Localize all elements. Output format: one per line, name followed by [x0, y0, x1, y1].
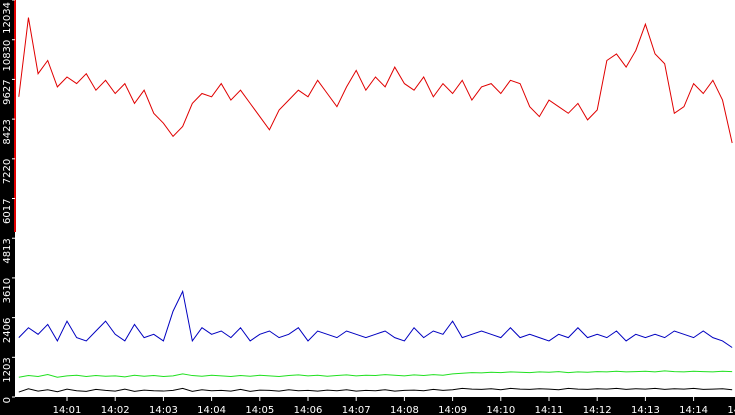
- y-tick-label: 12034: [2, 2, 13, 34]
- y-tick-label: 2406: [2, 318, 13, 343]
- x-tick-label: 14:02: [101, 405, 130, 415]
- y-tick-label: 3610: [2, 278, 13, 303]
- line: [18, 370, 733, 378]
- y-tick-label: 8423: [2, 119, 13, 144]
- x-tick-label: 14:10: [486, 405, 515, 415]
- y-tick-label: 0: [2, 397, 13, 403]
- x-tick-label: 14:07: [342, 405, 371, 415]
- y-tick-label: 6017: [2, 199, 13, 224]
- axis-marker: [14, 0, 16, 232]
- x-axis-strip: [15, 397, 735, 415]
- x-tick-label: 14:06: [294, 405, 323, 415]
- y-tick-label: 4813: [2, 238, 13, 263]
- x-tick-label: 14:01: [53, 405, 82, 415]
- line: [18, 17, 733, 144]
- line: [18, 289, 733, 348]
- x-tick-label: 14:03: [149, 405, 178, 415]
- y-tick-label: 7220: [2, 159, 13, 184]
- x-tick-label: 14:13: [631, 405, 660, 415]
- line: [18, 387, 733, 393]
- x-tick-label: 14:05: [245, 405, 274, 415]
- x-tick-label: 14:14: [679, 405, 708, 415]
- y-tick-label: 9627: [2, 79, 13, 104]
- y-tick-label: 1203: [2, 357, 13, 382]
- x-tick-label: 14:12: [583, 405, 612, 415]
- x-tick-label: 14:11: [535, 405, 564, 415]
- x-tick-label: 14:08: [390, 405, 419, 415]
- y-tick-label: 10830: [2, 40, 13, 72]
- x-tick-label: 14:15: [727, 405, 735, 415]
- x-tick-label: 14:04: [197, 405, 226, 415]
- y-axis-strip: [0, 0, 15, 415]
- x-tick-label: 14:09: [438, 405, 467, 415]
